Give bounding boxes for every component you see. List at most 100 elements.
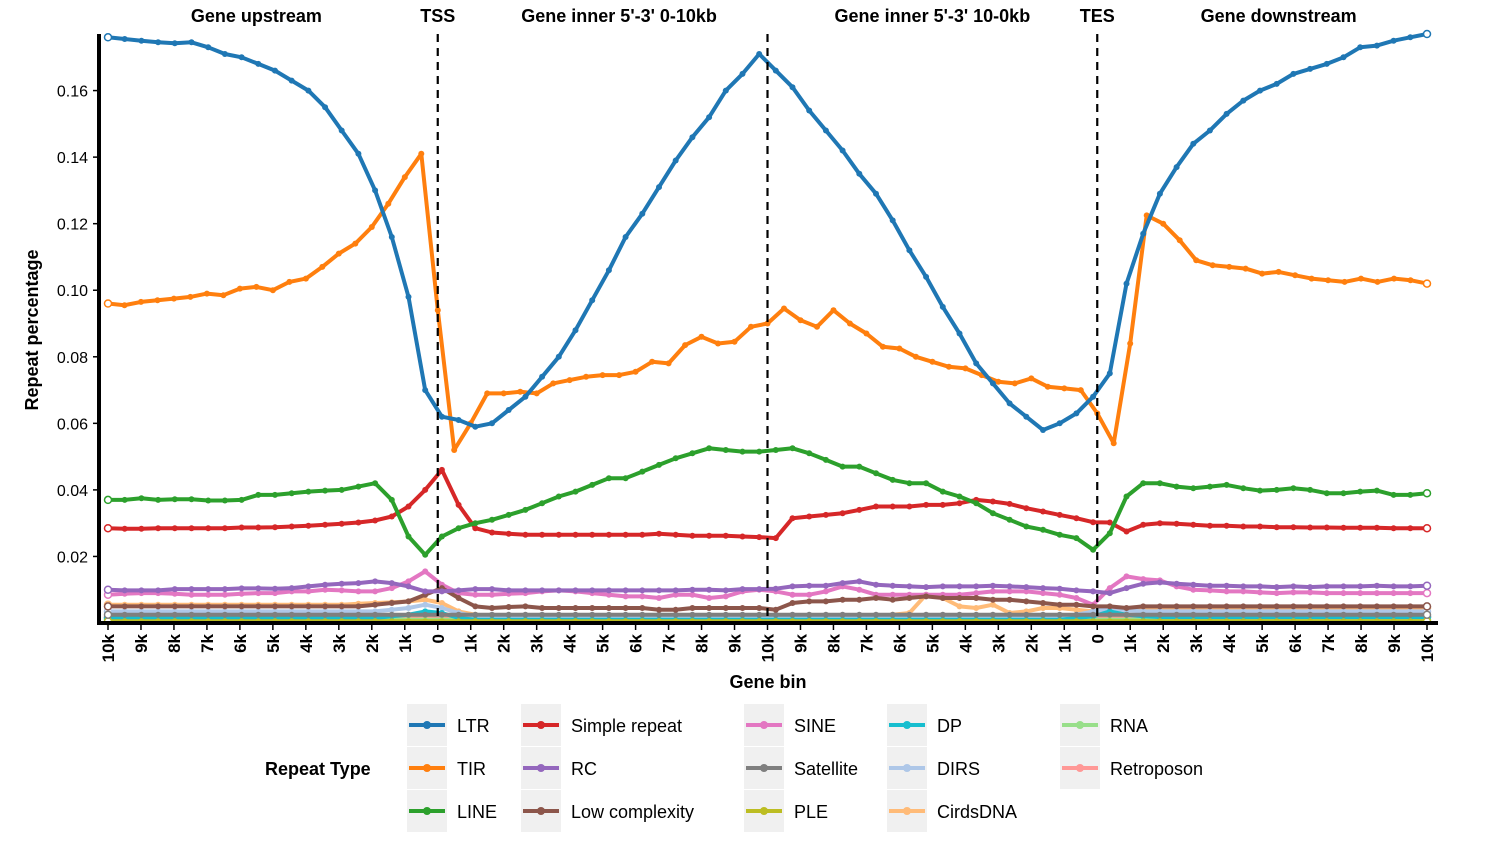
data-point (689, 586, 696, 593)
data-point (806, 591, 813, 598)
data-point (138, 298, 144, 305)
data-point (1257, 583, 1263, 590)
data-point (405, 598, 412, 605)
data-point (188, 591, 195, 598)
data-point (1106, 590, 1113, 597)
data-point (1357, 611, 1364, 618)
data-point (906, 595, 913, 601)
data-point (656, 587, 662, 594)
data-point (822, 611, 829, 618)
segment-label: Gene downstream (1201, 6, 1357, 26)
data-point (1340, 54, 1347, 61)
x-tick-label: 10k (99, 633, 118, 662)
data-point (1407, 603, 1414, 610)
data-point (923, 501, 930, 508)
data-point (489, 516, 495, 523)
data-point (236, 285, 243, 292)
data-point (319, 263, 326, 270)
data-point (1106, 530, 1113, 537)
data-point (1173, 483, 1180, 490)
data-point (438, 466, 445, 473)
data-point (1090, 546, 1097, 553)
data-point (272, 590, 278, 597)
data-point (989, 510, 996, 517)
legend-label: CirdsDNA (937, 802, 1017, 822)
data-point (1422, 279, 1432, 288)
data-point (1340, 611, 1347, 618)
data-point (1273, 524, 1280, 531)
data-point (1290, 611, 1297, 618)
data-point (789, 600, 796, 606)
data-point (451, 447, 458, 453)
data-point (1090, 393, 1097, 400)
data-point (1257, 589, 1263, 596)
x-tick-label: 4k (1220, 633, 1239, 652)
data-point (1390, 525, 1397, 532)
data-point (822, 582, 829, 589)
data-point (822, 456, 829, 463)
data-point (489, 591, 495, 598)
data-point (1156, 190, 1163, 197)
data-point (839, 580, 846, 587)
data-point (889, 591, 896, 598)
data-point (889, 476, 896, 483)
data-point (1140, 230, 1147, 237)
data-point (1257, 603, 1263, 610)
data-point (1140, 580, 1147, 587)
data-point (422, 588, 429, 595)
data-point (238, 585, 245, 592)
legend-item: DP (887, 704, 962, 746)
data-point (956, 595, 963, 601)
data-point (639, 587, 646, 594)
data-point (589, 481, 596, 488)
data-point (1206, 587, 1213, 594)
data-point (455, 611, 462, 618)
data-point (639, 468, 646, 475)
data-point (1407, 590, 1414, 597)
data-point (1273, 486, 1280, 493)
data-point (1073, 587, 1080, 594)
data-point (1077, 387, 1084, 394)
data-point (238, 603, 245, 610)
legend-key-point (903, 764, 911, 772)
data-point (171, 603, 178, 610)
data-point (405, 503, 412, 510)
data-point (1390, 611, 1397, 618)
data-point (856, 578, 863, 585)
data-point (973, 590, 980, 597)
segment-label: Gene inner 5'-3' 10-0kb (835, 6, 1031, 26)
data-point (338, 587, 345, 594)
data-point (103, 495, 113, 505)
data-point (605, 605, 612, 611)
data-point (839, 463, 846, 470)
data-point (722, 605, 729, 611)
data-point (522, 393, 529, 400)
data-point (1290, 70, 1297, 77)
data-point (155, 525, 162, 532)
data-point (272, 585, 278, 592)
data-point (288, 523, 295, 530)
data-point (1140, 521, 1147, 528)
data-point (1040, 600, 1046, 606)
data-point (856, 170, 863, 177)
legend-label: LINE (457, 802, 497, 822)
data-point (889, 582, 896, 589)
data-point (1056, 611, 1063, 618)
data-point (170, 295, 177, 302)
data-point (939, 583, 946, 590)
data-point (1373, 42, 1380, 49)
legend-title: Repeat Type (265, 759, 371, 779)
data-point (401, 174, 408, 181)
data-point (1140, 576, 1147, 583)
data-point (1357, 590, 1364, 597)
data-point (1242, 265, 1249, 272)
x-tick-label: 6k (627, 633, 646, 652)
data-point (1240, 611, 1247, 618)
data-point (305, 583, 312, 590)
data-point (221, 591, 228, 598)
data-point (605, 475, 612, 482)
x-tick-label: 1k (1055, 633, 1074, 652)
data-point (1273, 603, 1280, 610)
data-point (956, 500, 963, 507)
y-tick-label: 0.08 (57, 350, 88, 367)
